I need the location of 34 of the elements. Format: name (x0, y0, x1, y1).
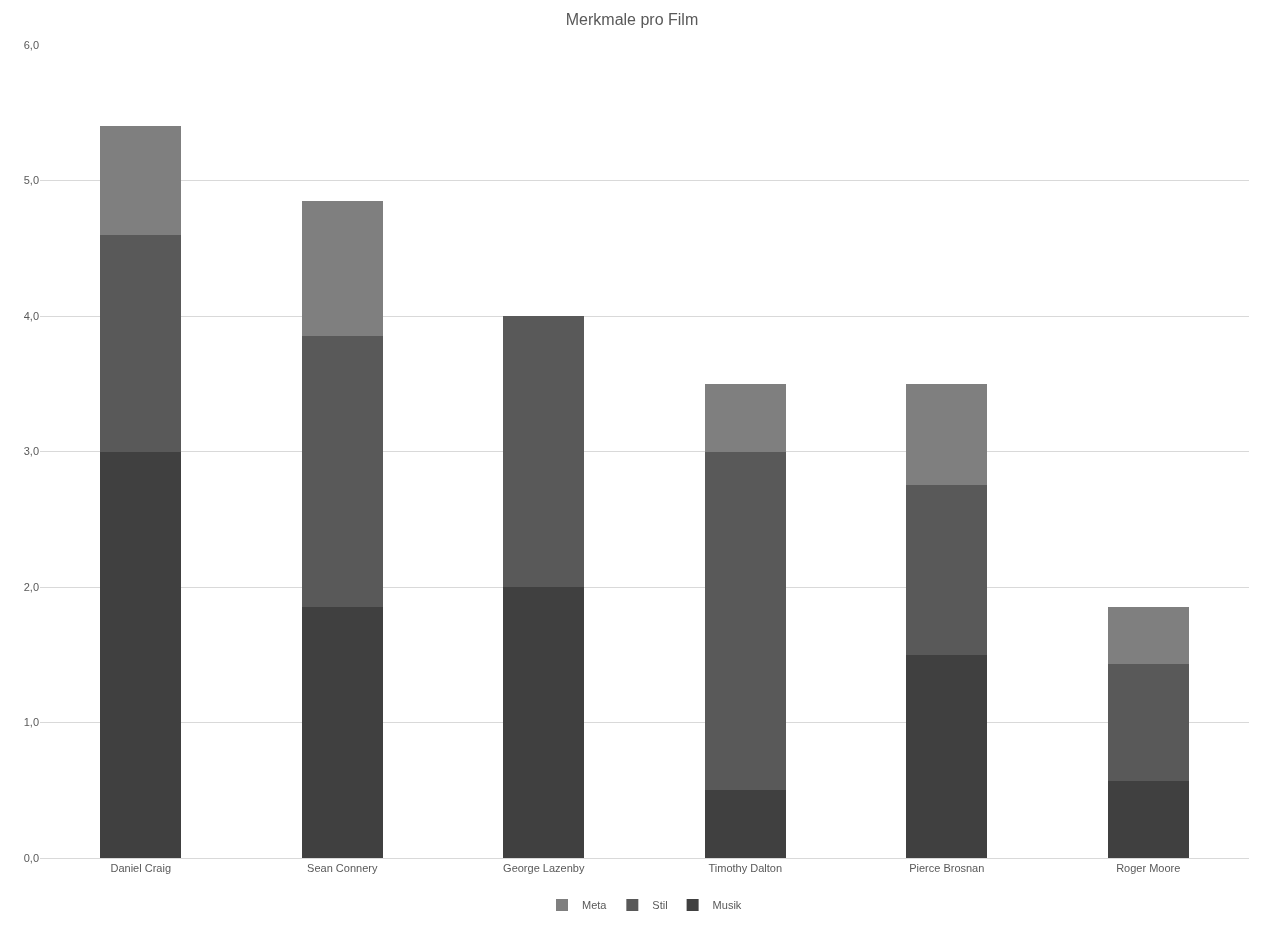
bar (906, 383, 988, 486)
bar (1107, 664, 1189, 781)
bar (301, 200, 383, 337)
y-tick-label: 0,0 (23, 851, 39, 864)
bar (100, 234, 182, 452)
x-tick-label: Pierce Brosnan (909, 862, 985, 875)
legend-label: Musik (712, 899, 742, 912)
bar (100, 126, 182, 235)
y-tick-label: 1,0 (23, 716, 39, 729)
y-tick-label: 5,0 (23, 174, 39, 187)
x-tick-label: George Lazenby (503, 862, 585, 875)
y-tick-label: 6,0 (23, 38, 39, 51)
bar (503, 587, 585, 858)
bar (100, 451, 182, 858)
x-tick-label: Sean Connery (307, 862, 378, 875)
bar (503, 316, 585, 587)
bar (1107, 780, 1189, 858)
y-tick-label: 2,0 (23, 580, 39, 593)
bar (704, 383, 786, 452)
bar (704, 451, 786, 791)
legend-label: Stil (652, 899, 668, 912)
bar (906, 654, 988, 858)
y-tick-label: 4,0 (23, 309, 39, 322)
legend-label: Meta (582, 899, 608, 912)
bar (704, 790, 786, 858)
chart-title: Merkmale pro Film (565, 11, 699, 29)
bar (906, 485, 988, 655)
bar (301, 336, 383, 608)
bar (301, 607, 383, 858)
x-tick-label: Daniel Craig (110, 862, 172, 875)
x-tick-label: Timothy Dalton (708, 862, 783, 875)
bar (1107, 607, 1189, 665)
y-tick-label: 3,0 (23, 445, 39, 458)
x-tick-label: Roger Moore (1116, 862, 1181, 875)
